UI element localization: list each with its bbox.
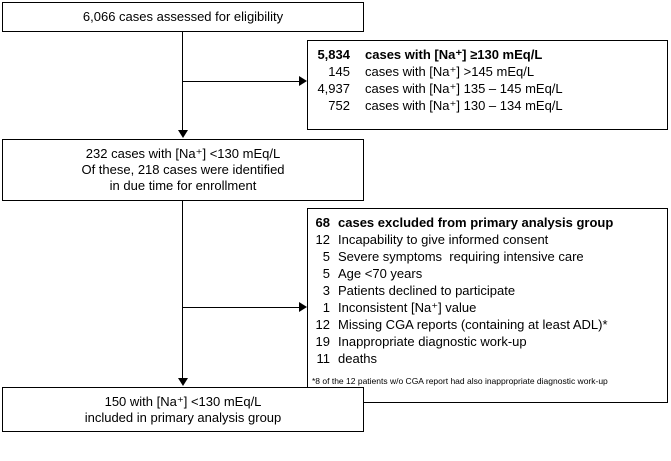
excluded-row: 3 Patients declined to participate [312, 282, 667, 299]
excluded-label: Incapability to give informed consent [338, 232, 549, 247]
flow-line-main-2 [182, 201, 183, 378]
excluded-label: Missing CGA reports (containing at least… [338, 317, 608, 332]
excluded-row: 5 Age <70 years [312, 265, 667, 282]
excluded-row: 19 Inappropriate diagnostic work-up [312, 333, 667, 350]
eligible-box: 5,834 cases with [Na⁺] ≥130 mEq/L 145 ca… [307, 40, 668, 130]
excluded-label: cases excluded from primary analysis gro… [338, 215, 614, 230]
excluded-row: 68 cases excluded from primary analysis … [312, 214, 667, 231]
eligible-count: 145 [328, 64, 350, 79]
hyponatremia-line-3: in due time for enrollment [109, 178, 257, 193]
arrow-down-2 [178, 378, 188, 386]
excluded-label: Inappropriate diagnostic work-up [338, 334, 527, 349]
flow-line-branch-1 [183, 81, 299, 82]
excluded-row: 5 Severe symptoms requiring intensive ca… [312, 248, 667, 265]
eligible-count: 4,937 [317, 81, 350, 96]
eligible-row: 5,834 cases with [Na⁺] ≥130 mEq/L [312, 46, 667, 63]
final-box: 150 with [Na⁺] <130 mEq/L included in pr… [2, 387, 364, 432]
excluded-count: 5 [322, 266, 330, 281]
eligible-count: 752 [328, 98, 350, 113]
excluded-count: 1 [322, 300, 330, 315]
eligibility-box: 6,066 cases assessed for eligibility [2, 2, 364, 32]
excluded-label: Patients declined to participate [338, 283, 516, 298]
excluded-row: 12 Incapability to give informed consent [312, 231, 667, 248]
eligibility-text: 6,066 cases assessed for eligibility [82, 9, 284, 24]
excluded-count: 12 [315, 317, 330, 332]
excluded-row: 1 Inconsistent [Na⁺] value [312, 299, 667, 316]
excluded-count: 5 [322, 249, 330, 264]
eligible-label: cases with [Na⁺] >145 mEq/L [365, 64, 535, 79]
final-line-1: 150 with [Na⁺] <130 mEq/L [104, 394, 262, 409]
eligible-count: 5,834 [317, 47, 350, 62]
excluded-footnote: *8 of the 12 patients w/o CGA report had… [312, 376, 608, 386]
excluded-row: 12 Missing CGA reports (containing at le… [312, 316, 667, 333]
eligible-label: cases with [Na⁺] 130 – 134 mEq/L [365, 98, 563, 113]
excluded-label: deaths [338, 351, 378, 366]
arrow-right-1 [299, 76, 307, 86]
eligible-row: 752 cases with [Na⁺] 130 – 134 mEq/L [312, 97, 667, 114]
hyponatremia-line-2: Of these, 218 cases were identified [81, 162, 285, 177]
eligible-label: cases with [Na⁺] ≥130 mEq/L [365, 47, 543, 62]
flow-line-branch-2 [183, 307, 299, 308]
excluded-box: 68 cases excluded from primary analysis … [307, 208, 668, 403]
excluded-label: Age <70 years [338, 266, 423, 281]
eligible-row: 145 cases with [Na⁺] >145 mEq/L [312, 63, 667, 80]
hyponatremia-line-1: 232 cases with [Na⁺] <130 mEq/L [85, 146, 281, 161]
arrow-down-1 [178, 130, 188, 138]
eligible-label: cases with [Na⁺] 135 – 145 mEq/L [365, 81, 563, 96]
flow-line-main-1 [182, 32, 183, 130]
excluded-row: 11 deaths [312, 350, 667, 367]
excluded-label: Inconsistent [Na⁺] value [338, 300, 477, 315]
excluded-count: 68 [315, 215, 330, 230]
final-line-2: included in primary analysis group [84, 410, 282, 425]
eligible-row: 4,937 cases with [Na⁺] 135 – 145 mEq/L [312, 80, 667, 97]
hyponatremia-box: 232 cases with [Na⁺] <130 mEq/L Of these… [2, 139, 364, 201]
excluded-label: Severe symptoms requiring intensive care [338, 249, 584, 264]
arrow-right-2 [299, 302, 307, 312]
excluded-count: 19 [315, 334, 330, 349]
excluded-count: 11 [316, 351, 331, 366]
excluded-count: 12 [315, 232, 330, 247]
excluded-count: 3 [322, 283, 330, 298]
